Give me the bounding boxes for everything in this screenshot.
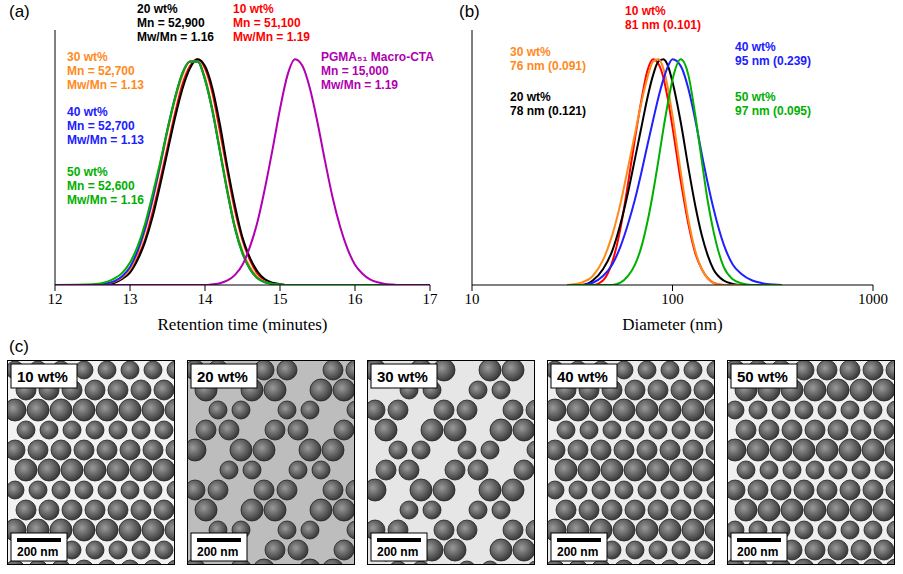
html-text:20 wt%: 20 wt% — [137, 2, 178, 16]
html-text:97 nm (0.095): 97 nm (0.095) — [735, 104, 811, 118]
svg-text:50 wt%: 50 wt% — [737, 368, 788, 385]
svg-text:16: 16 — [348, 291, 364, 307]
svg-text:12: 12 — [48, 291, 63, 307]
svg-text:30 wt%: 30 wt% — [377, 368, 428, 385]
html-text:Mw/Mn = 1.19: Mw/Mn = 1.19 — [321, 78, 398, 92]
html-text:Mn = 52,700: Mn = 52,700 — [67, 119, 135, 133]
svg-text:1000: 1000 — [858, 291, 888, 307]
svg-text:10 wt%: 10 wt% — [17, 368, 68, 385]
html-text:40 wt%: 40 wt% — [67, 105, 108, 119]
html-text:Mn = 52,700: Mn = 52,700 — [67, 64, 135, 78]
svg-text:20 wt%: 20 wt% — [197, 368, 248, 385]
svg-text:40 wt%: 40 wt% — [557, 368, 608, 385]
html-text:Mw/Mn = 1.16: Mw/Mn = 1.16 — [137, 30, 214, 44]
html-text:Mn = 52,900: Mn = 52,900 — [137, 16, 205, 30]
html-text:(a): (a) — [9, 2, 30, 21]
svg-text:200 nm: 200 nm — [557, 545, 598, 559]
svg-text:100: 100 — [661, 291, 684, 307]
svg-text:Diameter (nm): Diameter (nm) — [622, 315, 723, 334]
svg-text:200 nm: 200 nm — [197, 545, 238, 559]
html-text:10 wt%: 10 wt% — [625, 4, 666, 18]
html-text:30 wt%: 30 wt% — [67, 50, 108, 64]
html-text:40 wt%: 40 wt% — [735, 40, 776, 54]
svg-text:200 nm: 200 nm — [737, 545, 778, 559]
html-text:76 nm (0.091): 76 nm (0.091) — [510, 59, 586, 73]
svg-text:Retention time (minutes): Retention time (minutes) — [158, 315, 328, 334]
html-text:Mn = 51,100: Mn = 51,100 — [233, 16, 301, 30]
html-text:78 nm (0.121): 78 nm (0.121) — [510, 104, 586, 118]
html-text:20 wt%: 20 wt% — [510, 90, 551, 104]
svg-text:200 nm: 200 nm — [17, 545, 58, 559]
html-text:10 wt%: 10 wt% — [233, 2, 274, 16]
html-text:50 wt%: 50 wt% — [735, 90, 776, 104]
svg-text:14: 14 — [198, 291, 214, 307]
svg-text:17: 17 — [423, 291, 439, 307]
html-text:81 nm (0.101): 81 nm (0.101) — [625, 18, 701, 32]
html-text:Mn = 52,600: Mn = 52,600 — [67, 179, 135, 193]
html-text:95 nm (0.239): 95 nm (0.239) — [735, 54, 811, 68]
svg-text:200 nm: 200 nm — [377, 545, 418, 559]
html-text:Mw/Mn = 1.16: Mw/Mn = 1.16 — [67, 193, 144, 207]
html-text:Mw/Mn = 1.13: Mw/Mn = 1.13 — [67, 133, 144, 147]
html-text:(c): (c) — [9, 337, 29, 356]
html-text:Mw/Mn = 1.13: Mw/Mn = 1.13 — [67, 78, 144, 92]
html-text:50 wt%: 50 wt% — [67, 165, 108, 179]
html-text:Mn = 15,000: Mn = 15,000 — [321, 64, 389, 78]
html-text:(b): (b) — [459, 2, 480, 21]
svg-text:13: 13 — [123, 291, 138, 307]
svg-text:15: 15 — [273, 291, 288, 307]
html-text:PGMA₅₁ Macro-CTA: PGMA₅₁ Macro-CTA — [321, 50, 434, 64]
svg-text:10: 10 — [465, 291, 480, 307]
html-text:30 wt%: 30 wt% — [510, 45, 551, 59]
html-text:Mw/Mn = 1.19: Mw/Mn = 1.19 — [233, 30, 310, 44]
